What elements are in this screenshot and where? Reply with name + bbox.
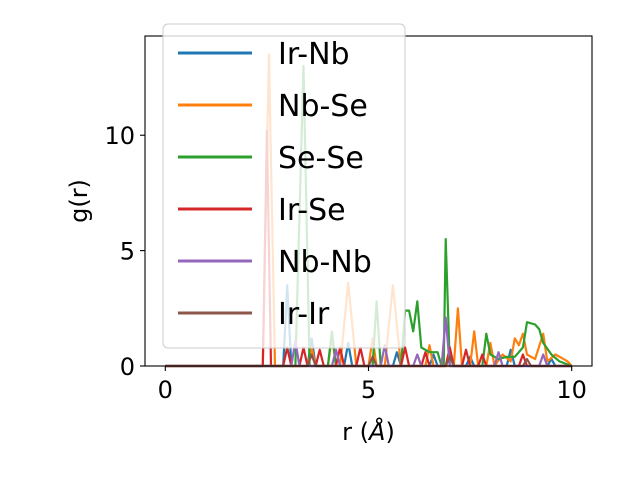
- x-tick-label: 5: [361, 376, 376, 404]
- legend-label: Se-Se: [278, 141, 364, 176]
- y-tick-label: 10: [104, 122, 135, 150]
- x-axis-label-unit: Å: [367, 417, 385, 446]
- x-axis-label: r (Å): [342, 417, 395, 446]
- legend: Ir-Nb Nb-Se Se-Se Ir-Se Nb-Nb Ir-Ir: [162, 23, 406, 349]
- legend-label: Nb-Nb: [278, 245, 372, 280]
- y-tick-label: 5: [120, 238, 135, 266]
- legend-label: Ir-Nb: [278, 37, 350, 72]
- legend-label: Nb-Se: [278, 89, 368, 124]
- x-tick-label: 0: [158, 376, 173, 404]
- y-axis-label: g(r): [65, 179, 93, 223]
- legend-label: Ir-Se: [278, 193, 346, 228]
- legend-label: Ir-Ir: [278, 297, 330, 332]
- x-tick-label: 10: [556, 376, 587, 404]
- y-tick-label: 0: [120, 353, 135, 381]
- series-line-se-se: [165, 64, 573, 368]
- x-axis-label-close: ): [385, 418, 394, 446]
- x-axis-label-text: r (: [342, 418, 369, 446]
